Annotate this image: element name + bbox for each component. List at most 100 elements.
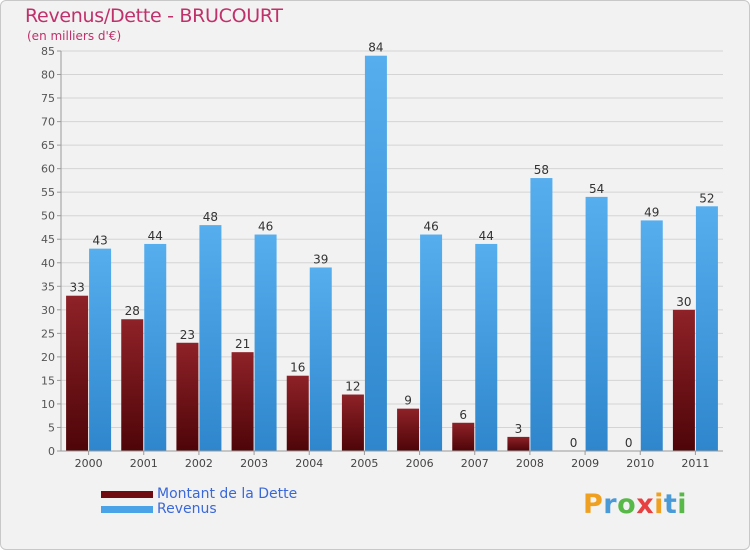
logo-letter: i xyxy=(677,489,688,520)
bars xyxy=(66,55,718,452)
chart-title: Revenus/Dette - BRUCOURT xyxy=(25,5,283,27)
data-label: 58 xyxy=(534,163,549,177)
y-tick-label: 45 xyxy=(41,233,55,246)
data-labels: 33 43 28 44 23 48 21 46 16 39 12 84 9 46 6 44 3 58 0 54 0 49 3… xyxy=(69,41,714,450)
bar-debt xyxy=(397,408,420,451)
bar-debt xyxy=(231,352,254,451)
data-label: 48 xyxy=(203,210,218,224)
logo-letter: r xyxy=(603,489,618,520)
data-label: 12 xyxy=(345,380,360,394)
y-tick-label: 70 xyxy=(41,116,55,129)
data-label: 46 xyxy=(423,220,438,234)
bar-revenus xyxy=(420,234,443,451)
bar-revenus xyxy=(364,55,387,452)
legend-item-revenus: Revenus xyxy=(101,502,297,517)
y-tick-label: 10 xyxy=(41,398,55,411)
bar-revenus xyxy=(254,234,277,451)
x-tick-label: 2003 xyxy=(240,457,268,470)
data-label: 3 xyxy=(515,422,523,436)
bar-debt xyxy=(66,295,89,451)
data-label: 39 xyxy=(313,252,328,266)
x-tick-label: 2004 xyxy=(295,457,323,470)
data-label: 28 xyxy=(125,304,140,318)
x-tick-label: 2010 xyxy=(626,457,654,470)
x-tick-label: 2009 xyxy=(571,457,599,470)
y-tick-label: 35 xyxy=(41,280,55,293)
x-tick-label: 2006 xyxy=(406,457,434,470)
data-label: 46 xyxy=(258,220,273,234)
y-tick-label: 65 xyxy=(41,139,55,152)
y-tick-label: 15 xyxy=(41,374,55,387)
logo-letter: o xyxy=(617,489,637,520)
bar-debt xyxy=(452,422,475,451)
y-tick-label: 30 xyxy=(41,304,55,317)
bar-revenus xyxy=(585,196,608,451)
x-tick-label: 2005 xyxy=(350,457,378,470)
data-label: 9 xyxy=(404,394,412,408)
bar-debt xyxy=(121,319,144,451)
x-tick-label: 2001 xyxy=(130,457,158,470)
y-tick-label: 40 xyxy=(41,257,55,270)
y-tick-label: 50 xyxy=(41,210,55,223)
data-label: 43 xyxy=(92,234,107,248)
bar-debt xyxy=(341,394,364,451)
data-label: 33 xyxy=(69,281,84,295)
bar-revenus xyxy=(530,178,553,451)
grid-lines xyxy=(61,50,723,428)
legend-swatch-debt xyxy=(101,491,153,498)
data-label: 21 xyxy=(235,337,250,351)
y-tick-label: 80 xyxy=(41,69,55,82)
bar-revenus xyxy=(309,267,332,451)
x-tick-label: 2008 xyxy=(516,457,544,470)
logo-letter: i xyxy=(654,489,664,520)
data-label: 49 xyxy=(644,205,659,219)
data-label: 0 xyxy=(625,436,633,450)
data-label: 44 xyxy=(479,229,494,243)
legend-item-debt: Montant de la Dette xyxy=(101,487,297,502)
y-axis-ticks: 0 5 10 15 20 25 30 35 40 45 50 55 60 65 70 75 80 85 xyxy=(41,45,61,458)
data-label: 16 xyxy=(290,361,305,375)
data-label: 23 xyxy=(180,328,195,342)
x-tick-label: 2000 xyxy=(75,457,103,470)
y-tick-label: 60 xyxy=(41,163,55,176)
y-tick-label: 5 xyxy=(48,421,55,434)
bar-revenus xyxy=(475,243,498,451)
x-tick-label: 2007 xyxy=(461,457,489,470)
bar-debt xyxy=(286,375,309,451)
bar-debt xyxy=(176,342,199,451)
data-label: 30 xyxy=(676,295,691,309)
data-label: 44 xyxy=(148,229,163,243)
legend-label-revenus: Revenus xyxy=(157,501,217,517)
y-tick-label: 75 xyxy=(41,92,55,105)
y-tick-label: 25 xyxy=(41,327,55,340)
y-tick-label: 85 xyxy=(41,45,55,58)
data-label: 6 xyxy=(459,408,467,422)
legend-label-debt: Montant de la Dette xyxy=(157,486,298,502)
bar-debt xyxy=(507,436,530,451)
logo-letter: x xyxy=(636,489,655,520)
bar-revenus xyxy=(89,248,112,451)
x-axis-ticks: 2000 2001 2002 2003 2004 2005 2006 2007 2008 2009… xyxy=(75,451,709,470)
bar-revenus xyxy=(640,220,663,451)
legend: Montant de la Dette Revenus xyxy=(101,487,297,517)
legend-swatch-revenus xyxy=(101,506,153,513)
bar-revenus xyxy=(695,206,718,451)
logo-letter: t xyxy=(663,489,678,520)
data-label: 0 xyxy=(570,436,578,450)
x-tick-label: 2011 xyxy=(681,457,709,470)
data-label: 84 xyxy=(368,41,383,55)
proxiti-logo: Proxiti xyxy=(583,489,687,520)
data-label: 54 xyxy=(589,182,604,196)
bar-revenus xyxy=(144,243,167,451)
logo-letter: P xyxy=(583,489,604,520)
data-label: 52 xyxy=(699,191,714,205)
y-tick-label: 55 xyxy=(41,186,55,199)
x-tick-label: 2002 xyxy=(185,457,213,470)
bar-revenus xyxy=(199,225,222,451)
y-tick-label: 0 xyxy=(48,445,55,458)
bar-debt xyxy=(672,309,695,451)
y-tick-label: 20 xyxy=(41,351,55,364)
chart-subtitle: (en milliers d'€) xyxy=(27,29,122,43)
